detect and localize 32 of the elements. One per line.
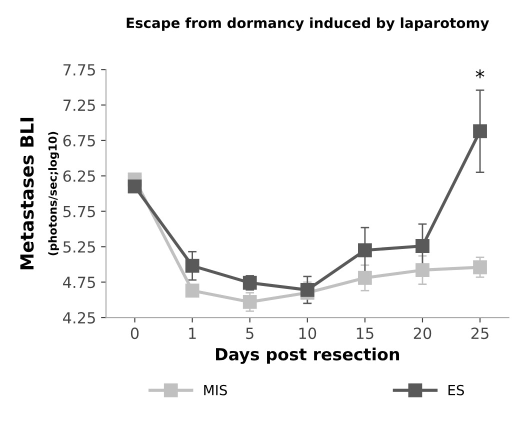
annotation: * [476, 69, 484, 78]
x-tick-label: 1 [189, 328, 196, 339]
x-tick-label: 25 [471, 328, 488, 340]
x-tick-label: 5 [246, 328, 254, 340]
y-tick-label: 7.75 [64, 64, 95, 76]
y-tick-label: 6.25 [63, 170, 95, 182]
point [242, 295, 257, 309]
legend-label: ES [448, 384, 464, 396]
x-axis-title: Days post resection [216, 348, 400, 364]
point [416, 263, 430, 278]
x-tick-label: 0 [130, 328, 139, 340]
point [128, 180, 142, 194]
x-tick-label: 10 [299, 328, 316, 340]
point [473, 260, 487, 274]
x-tick-label: 20 [414, 328, 432, 340]
y-tick-label: 7.25 [64, 99, 95, 112]
point [358, 243, 372, 258]
y-tick-label: 5.75 [63, 206, 95, 218]
y-tick-label: 4.25 [63, 312, 95, 324]
point [185, 284, 200, 298]
point [416, 239, 430, 253]
x-tick-label: 15 [356, 328, 374, 340]
y-tick-label: 5.25 [63, 241, 95, 253]
y-axis-title: Metastases BLI (photons/sec;log10) [20, 118, 60, 270]
y-tick-label: 6.75 [63, 134, 95, 146]
point [300, 282, 314, 297]
y-tick-label: 4.75 [63, 276, 95, 288]
chart-title: Escape from dormancy induced by laparotomy [126, 17, 490, 31]
point [473, 124, 487, 138]
point [185, 258, 200, 273]
legend-label: MIS [204, 384, 227, 396]
point [358, 270, 372, 285]
